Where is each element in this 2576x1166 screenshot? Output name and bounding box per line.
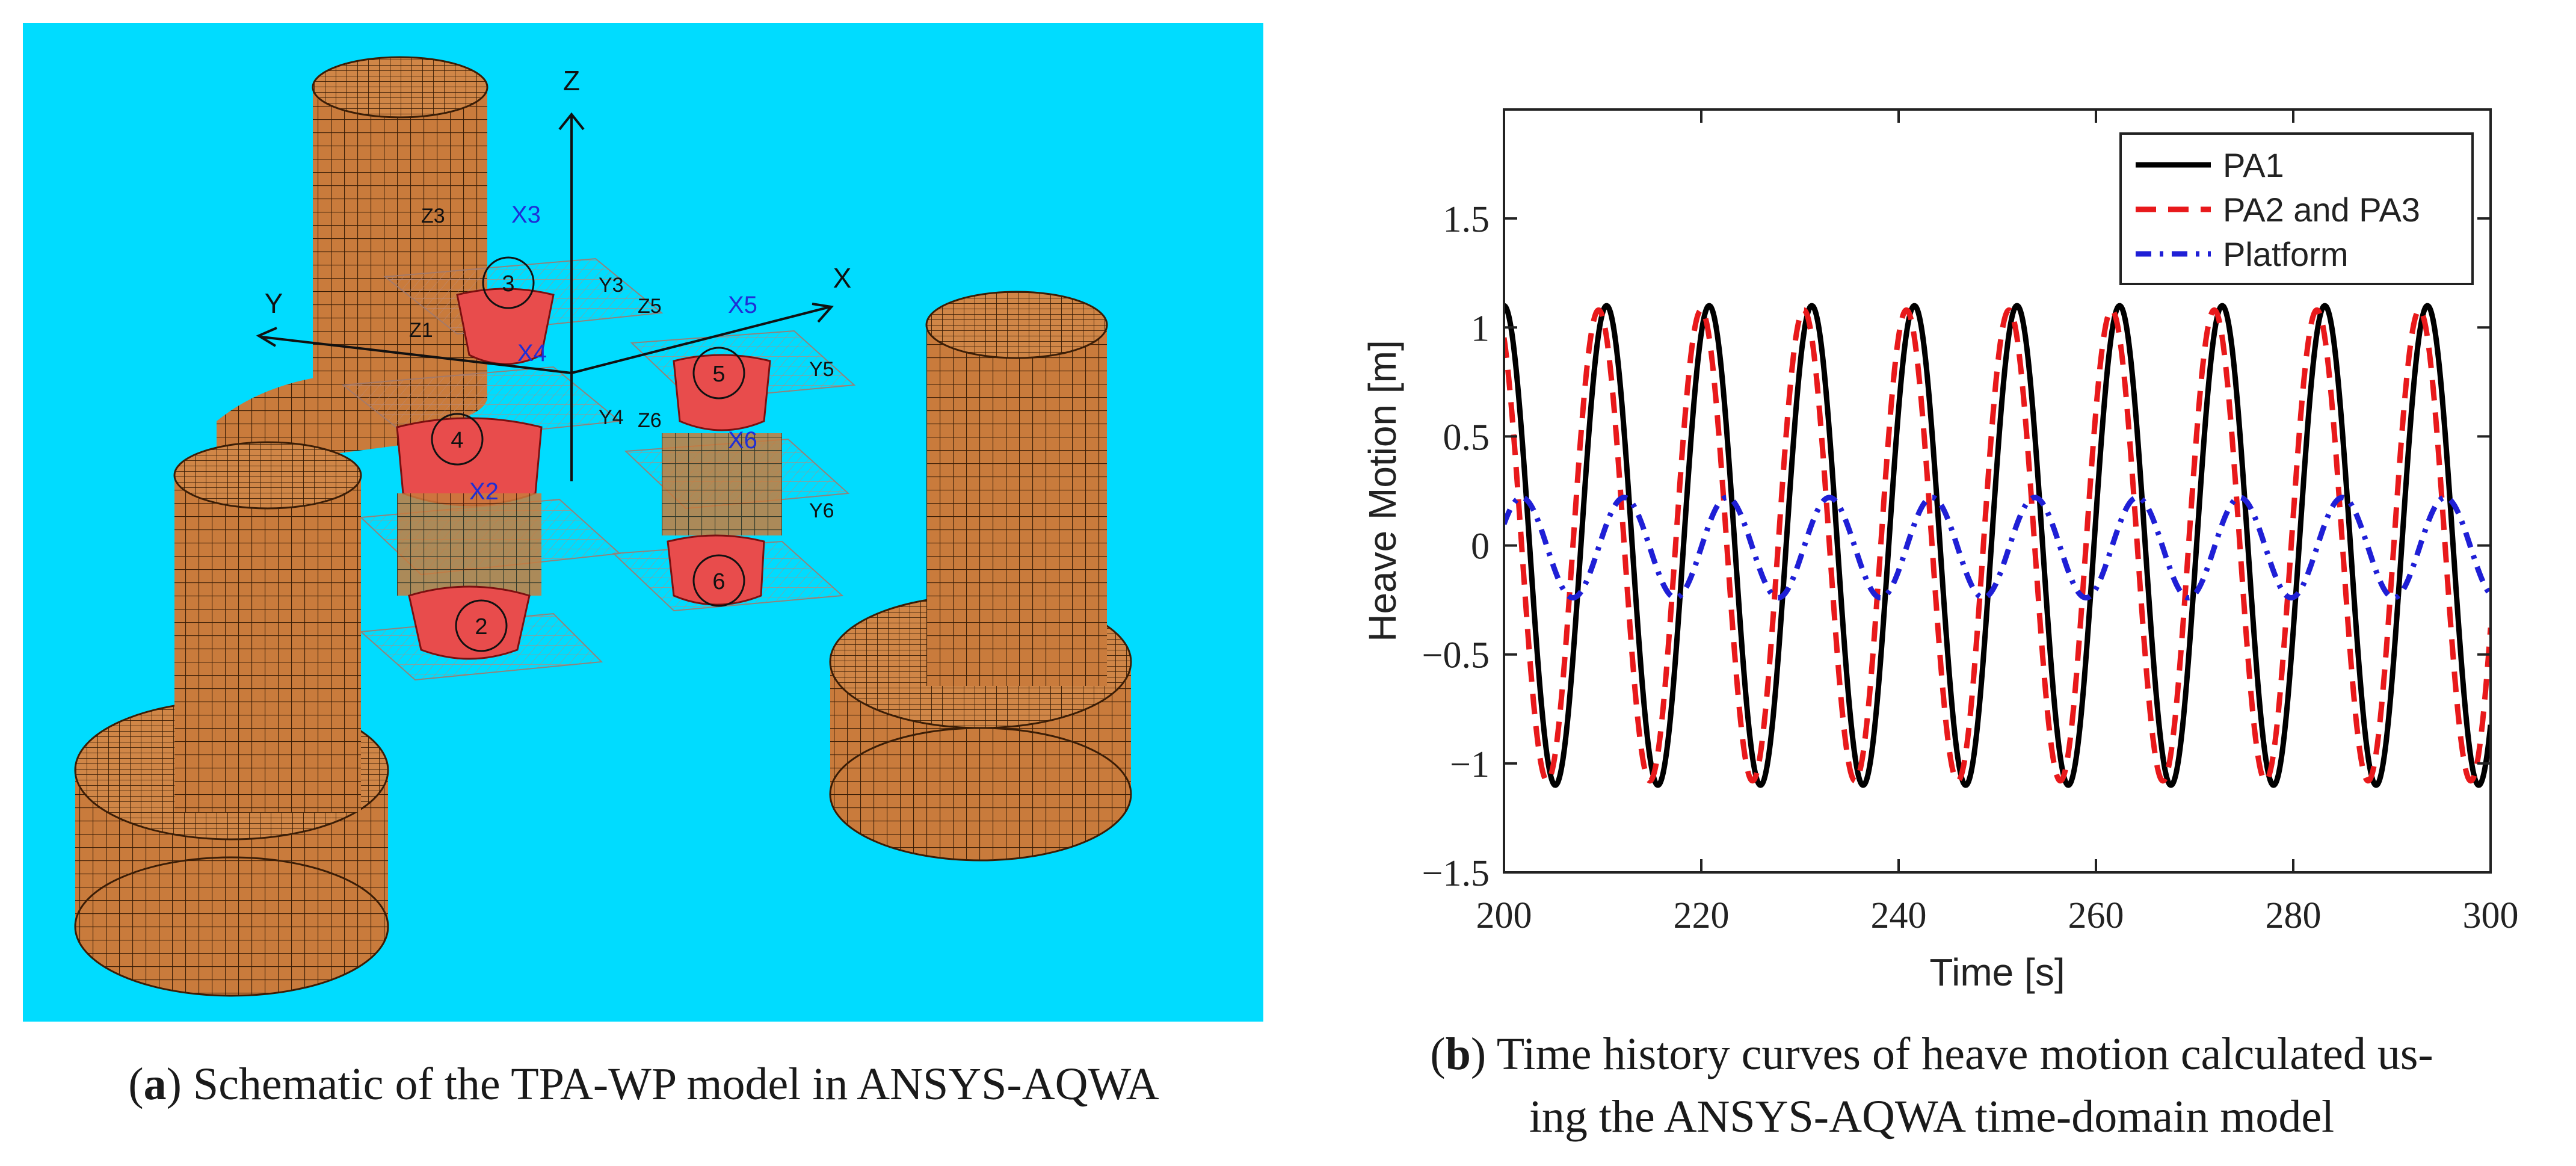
axis-label-y: Y <box>265 288 283 319</box>
axis-label-z: Z <box>563 65 580 96</box>
x-axis-label: Time [s] <box>1929 951 2065 994</box>
body-number: 4 <box>451 428 463 453</box>
node-label: Y5 <box>809 358 834 381</box>
caption-a: (a) Schematic of the TPA-WP model in ANS… <box>128 1059 1159 1109</box>
global-axes <box>256 112 834 481</box>
caption-letter: a <box>143 1059 167 1109</box>
caption-b: (b) Time history curves of heave motion … <box>1287 1023 2576 1148</box>
node-marker: X4 <box>517 340 547 366</box>
series-line-platform <box>1504 495 2491 601</box>
absorbers-pa2-pa3 <box>396 288 555 660</box>
node-label: Y4 <box>599 406 624 429</box>
y-tick-label: −1 <box>1450 744 1490 785</box>
plot-frame <box>1503 108 2492 874</box>
node-label: Y3 <box>599 274 624 297</box>
y-axis-label: Heave Motion [m] <box>1361 340 1404 642</box>
body-number: 6 <box>712 569 725 594</box>
x-tick-label: 280 <box>2266 895 2322 936</box>
x-tick-label: 240 <box>1871 895 1927 936</box>
caption-line-2: ing the ANSYS-AQWA time-domain model <box>1529 1091 2335 1142</box>
legend-label: PA2 and PA3 <box>2223 191 2420 229</box>
node-marker: X2 <box>469 478 499 505</box>
absorber-pa1 <box>662 354 782 606</box>
legend-label: PA1 <box>2223 146 2284 184</box>
model-schematic: Z Y X Z3 Y3 Z5 Y5 Z6 Y4 Y6 Z1 X3 X4 X5 X… <box>23 23 1263 1022</box>
body-number-circles <box>431 256 745 652</box>
node-marker: X5 <box>728 292 757 318</box>
node-marker: X6 <box>728 427 757 454</box>
y-tick-label: 1.5 <box>1443 199 1490 240</box>
body-number: 2 <box>475 614 487 640</box>
y-tick-label: 1 <box>1471 308 1490 349</box>
caption-line-1: Time history curves of heave motion calc… <box>1496 1029 2433 1079</box>
body-number: 3 <box>502 271 514 297</box>
body-number: 5 <box>712 362 725 387</box>
caption-letter: b <box>1445 1029 1471 1079</box>
node-label: Z3 <box>421 205 445 227</box>
x-tick-label: 220 <box>1674 895 1730 936</box>
axis-label-x: X <box>833 262 852 294</box>
caption-text: Schematic of the TPA-WP model in ANSYS-A… <box>193 1059 1159 1109</box>
series-line-pa1 <box>1504 303 2491 788</box>
node-label: Z1 <box>409 319 433 342</box>
x-tick-label: 260 <box>2068 895 2124 936</box>
y-tick-label: −0.5 <box>1422 635 1490 676</box>
node-label: Y6 <box>809 499 834 522</box>
y-tick-label: −1.5 <box>1422 853 1490 894</box>
node-labels: Z3 Y3 Z5 Y5 Z6 Y4 Y6 Z1 <box>409 205 834 522</box>
heave-chart: 200 220 240 260 280 300 −1.5 −1 −0.5 0 0.5 1 1.5 Time… <box>1361 108 2519 994</box>
body-numbers: 3 4 2 5 6 <box>451 271 725 640</box>
column-right <box>829 291 1132 862</box>
y-tick-label: 0 <box>1471 526 1490 567</box>
x-tick-label: 300 <box>2463 895 2519 936</box>
series-line-pa2-and-pa3 <box>1504 307 2491 784</box>
column-front-left <box>74 441 389 997</box>
node-label: Z6 <box>638 409 662 432</box>
panel-a: Z Y X Z3 Y3 Z5 Y5 Z6 Y4 Y6 Z1 X3 X4 X5 X… <box>0 0 1287 1166</box>
node-label: Z5 <box>638 295 662 318</box>
y-tick-label: 0.5 <box>1443 417 1490 458</box>
panel-b: 200 220 240 260 280 300 −1.5 −1 −0.5 0 0.5 1 1.5 Time… <box>1287 0 2576 1166</box>
node-markers: X3 X4 X5 X6 X2 <box>469 202 757 505</box>
legend-label: Platform <box>2223 235 2349 273</box>
node-marker: X3 <box>511 202 541 228</box>
x-tick-label: 200 <box>1476 895 1532 936</box>
